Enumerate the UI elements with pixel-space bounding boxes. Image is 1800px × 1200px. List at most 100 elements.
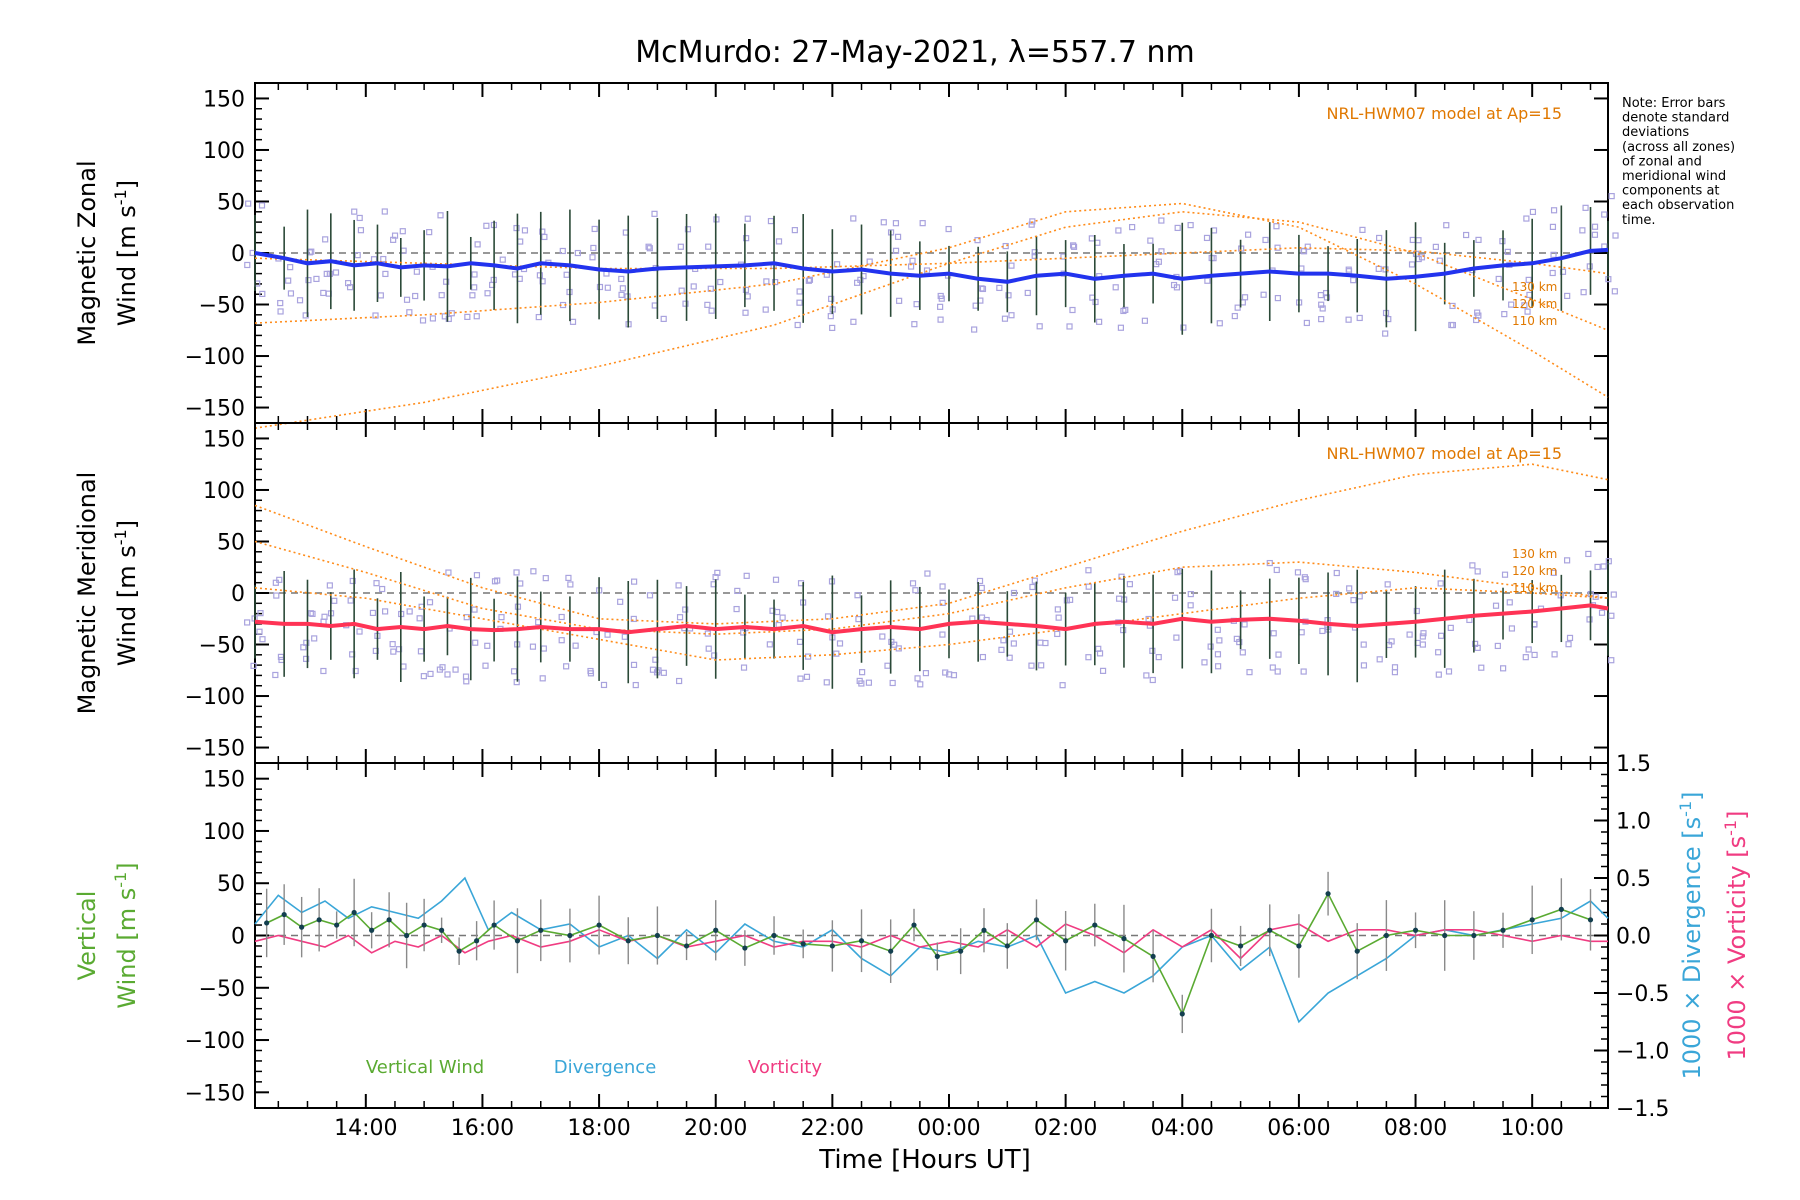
zone-point bbox=[303, 655, 310, 662]
zone-point bbox=[320, 289, 327, 297]
vertical-wind-point bbox=[1529, 917, 1535, 923]
vertical-wind-point bbox=[625, 938, 631, 944]
zone-point bbox=[1029, 583, 1036, 591]
y-axis-title-sup: -1 bbox=[111, 189, 130, 205]
vertical-wind-point bbox=[491, 922, 497, 928]
zone-point bbox=[946, 671, 953, 678]
y-tick-label: −150 bbox=[185, 1081, 245, 1106]
x-axis-title: Time [Hours UT] bbox=[818, 1145, 1031, 1175]
vertical-wind-point bbox=[334, 922, 340, 928]
zone-point bbox=[1231, 312, 1238, 320]
zone-point bbox=[1126, 581, 1133, 588]
zone-point bbox=[1443, 222, 1450, 229]
zone-point bbox=[740, 664, 748, 671]
vertical-wind-point bbox=[421, 922, 427, 928]
zone-point bbox=[1008, 262, 1015, 269]
zone-point bbox=[744, 215, 751, 222]
x-tick-label: 04:00 bbox=[1151, 1116, 1214, 1141]
zone-point bbox=[382, 608, 389, 615]
vertical-wind-point bbox=[1150, 953, 1156, 960]
y2-tick-label: −0.5 bbox=[1616, 982, 1669, 1007]
zone-point bbox=[1215, 663, 1222, 670]
zone-point bbox=[1099, 667, 1107, 674]
zone-point bbox=[1508, 301, 1515, 308]
zone-point bbox=[705, 243, 712, 250]
zone-point bbox=[379, 585, 386, 593]
zone-point bbox=[444, 671, 451, 678]
y2-tick-label: −1.0 bbox=[1616, 1040, 1669, 1065]
model-level-label: 110 km bbox=[1512, 581, 1557, 595]
vertical-wind-point bbox=[981, 927, 987, 933]
model-line bbox=[254, 246, 1609, 275]
zone-point bbox=[1585, 550, 1592, 558]
vertical-wind-point bbox=[404, 932, 410, 939]
zone-point bbox=[539, 675, 546, 682]
y2-tick-label: 1.5 bbox=[1616, 752, 1651, 777]
zone-point bbox=[631, 578, 638, 585]
zone-point bbox=[912, 587, 919, 594]
zone-point bbox=[630, 661, 638, 669]
zone-point bbox=[740, 629, 747, 636]
vertical-wind-point bbox=[713, 927, 719, 933]
y2-tick-label: 0.5 bbox=[1616, 867, 1651, 892]
vertical-wind-point bbox=[567, 932, 573, 939]
zone-point bbox=[705, 645, 712, 652]
zone-point bbox=[714, 569, 721, 576]
x-tick-label: 22:00 bbox=[801, 1116, 864, 1141]
mean-wind-line bbox=[254, 603, 1609, 635]
zone-point bbox=[1122, 306, 1129, 313]
zone-point bbox=[403, 296, 411, 303]
zone-point bbox=[277, 299, 284, 307]
y-tick-label: −50 bbox=[199, 634, 245, 659]
zone-point bbox=[1300, 248, 1308, 255]
zone-point bbox=[1500, 665, 1507, 672]
zone-point bbox=[1319, 305, 1326, 312]
x-tick-label: 14:00 bbox=[334, 1116, 397, 1141]
zone-point bbox=[1419, 641, 1426, 648]
zone-point bbox=[805, 277, 812, 284]
zone-point bbox=[473, 313, 480, 320]
y-tick-label: 0 bbox=[231, 242, 245, 267]
zone-point bbox=[1579, 227, 1586, 234]
vertical-wind-point bbox=[439, 927, 445, 933]
zone-point bbox=[1559, 268, 1567, 275]
model-line bbox=[254, 202, 1609, 398]
zone-point bbox=[1067, 596, 1074, 603]
zone-point bbox=[939, 599, 946, 606]
zone-point bbox=[797, 675, 804, 682]
divergence-line bbox=[254, 876, 1609, 1024]
chart-title: McMurdo: 27-May-2021, λ=557.7 nm bbox=[635, 35, 1194, 70]
zone-point bbox=[305, 277, 312, 284]
zone-point bbox=[256, 628, 263, 635]
zone-point bbox=[742, 286, 750, 293]
zone-point bbox=[858, 680, 865, 687]
zone-point bbox=[513, 224, 520, 232]
vertical-wind-point bbox=[456, 948, 462, 954]
zone-point bbox=[517, 580, 524, 587]
vertical-wind-point bbox=[1442, 932, 1448, 939]
zone-point bbox=[1413, 607, 1420, 615]
zone-point bbox=[1216, 637, 1223, 644]
model-level-label: 130 km bbox=[1512, 547, 1557, 561]
zone-point bbox=[1418, 254, 1426, 261]
zone-point bbox=[978, 584, 985, 592]
zone-point bbox=[1112, 284, 1119, 291]
vertical-wind-point bbox=[1267, 927, 1273, 933]
zone-point bbox=[978, 614, 986, 621]
vertical-wind-point bbox=[1558, 906, 1564, 912]
vertical-wind-point bbox=[316, 917, 322, 923]
zone-point bbox=[535, 313, 542, 321]
vertical-wind-point bbox=[958, 948, 964, 954]
legend-entry: Vorticity bbox=[748, 1057, 822, 1078]
zone-point bbox=[1069, 306, 1076, 314]
zone-point bbox=[1565, 641, 1572, 648]
zone-point bbox=[1187, 590, 1194, 598]
zone-point bbox=[866, 258, 873, 265]
zone-point bbox=[859, 669, 866, 676]
zone-point bbox=[743, 235, 750, 242]
zone-point bbox=[1436, 257, 1443, 264]
zone-point bbox=[645, 243, 652, 250]
zone-point bbox=[682, 300, 689, 307]
zone-point bbox=[1241, 294, 1249, 301]
zone-point bbox=[879, 633, 886, 640]
